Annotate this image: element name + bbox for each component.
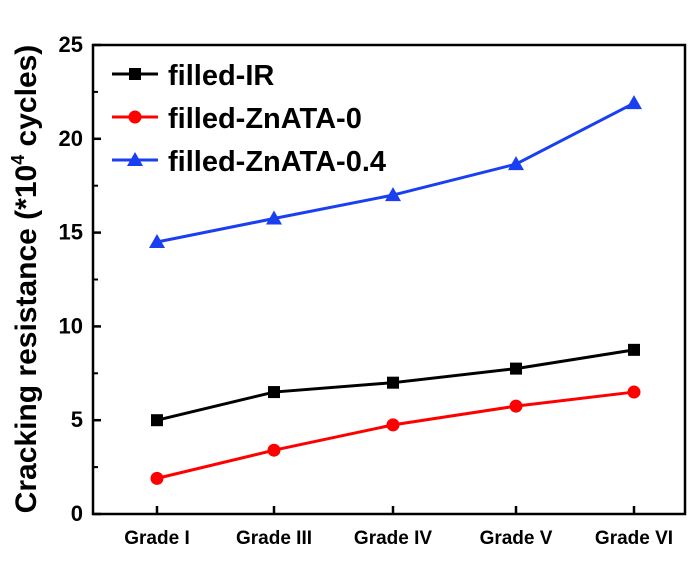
data-point xyxy=(510,362,522,375)
y-tick-label: 0 xyxy=(71,501,83,526)
legend-label: filled-ZnATA-0 xyxy=(168,103,362,135)
series-filled-ZnATA-0.4 xyxy=(149,95,642,248)
x-tick-label: Grade IV xyxy=(354,528,432,549)
legend-label: filled-IR xyxy=(168,60,274,92)
y-axis-title-superscript: 4 xyxy=(8,155,28,165)
y-tick-label: 10 xyxy=(59,313,83,338)
y-tick-label: 5 xyxy=(71,407,83,432)
data-point xyxy=(509,399,523,413)
legend-marker xyxy=(129,68,141,80)
data-point xyxy=(386,418,400,432)
data-point xyxy=(268,386,280,399)
series-filled-ZnATA-0 xyxy=(150,385,641,485)
legend: filled-IR filled-ZnATA-0 filled-ZnATA-0.4 xyxy=(112,60,386,178)
x-axis: Grade I Grade III Grade IV Grade V Grade VI xyxy=(124,506,673,549)
y-axis-title: Cracking resistance (*104 cycles) xyxy=(8,45,43,514)
y-tick-label: 25 xyxy=(59,32,83,57)
data-point xyxy=(387,376,399,389)
data-point xyxy=(626,95,642,110)
y-axis: 0 5 10 15 20 25 xyxy=(59,32,101,526)
x-tick-label: Grade III xyxy=(236,528,312,549)
y-tick-label: 15 xyxy=(59,220,83,245)
legend-label: filled-ZnATA-0.4 xyxy=(168,146,386,178)
data-point xyxy=(508,156,524,171)
data-point xyxy=(150,471,164,485)
data-point xyxy=(627,385,641,399)
data-point xyxy=(267,443,281,457)
data-point xyxy=(628,343,640,356)
x-tick-label: Grade V xyxy=(480,528,553,549)
data-point xyxy=(151,414,163,427)
x-tick-label: Grade VI xyxy=(595,528,673,549)
y-tick-label: 20 xyxy=(59,126,83,151)
legend-marker xyxy=(128,110,142,124)
series-filled-IR xyxy=(151,343,640,427)
data-point xyxy=(266,210,282,225)
legend-marker xyxy=(127,152,143,166)
data-point xyxy=(149,233,165,248)
data-point xyxy=(385,187,401,202)
series-line xyxy=(156,390,635,480)
x-tick-label: Grade I xyxy=(124,528,189,549)
series-layer xyxy=(149,95,642,485)
